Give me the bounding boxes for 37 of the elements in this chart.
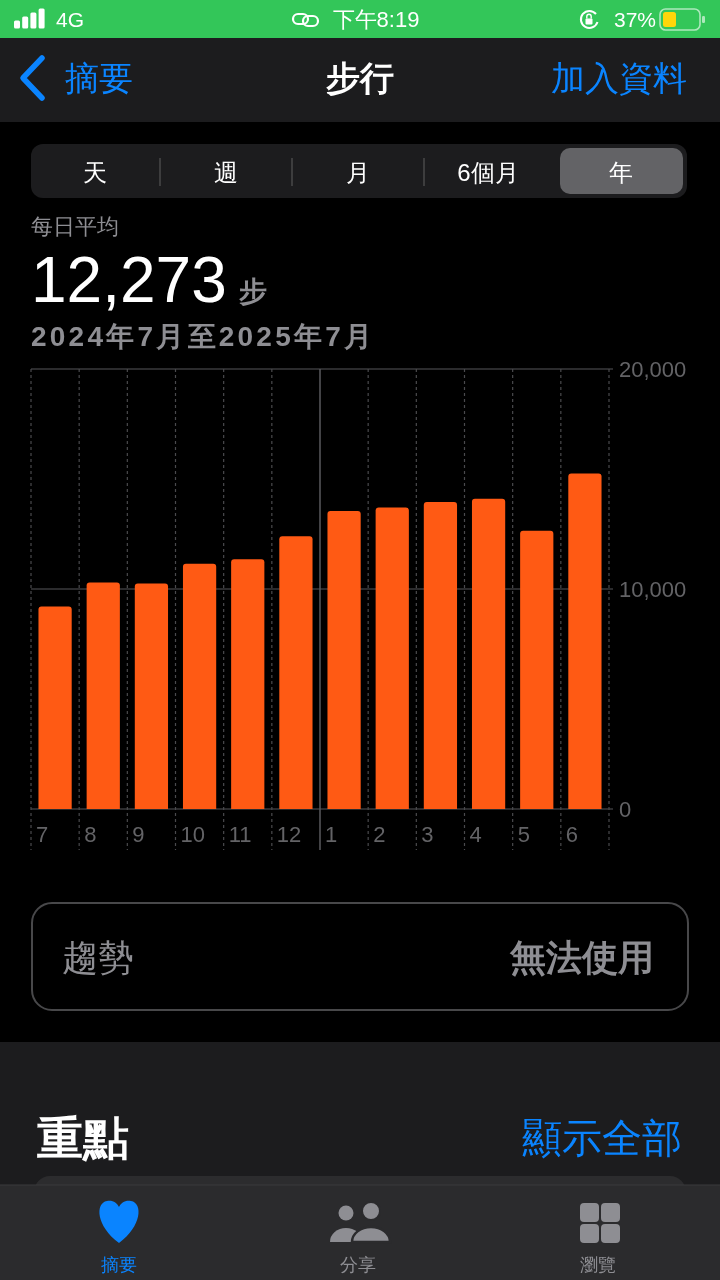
text: 無法使用	[509, 936, 654, 978]
chart-subtitle: 2024年7月至2025年7月	[31, 320, 372, 352]
text: 重點	[37, 1112, 129, 1164]
x-tick-label: 9	[132, 822, 145, 847]
text: 顯示全部	[522, 1116, 682, 1160]
text: 趨勢	[62, 936, 134, 978]
y-tick-label: 20,000	[619, 356, 687, 382]
y-tick-label: 10,000	[619, 576, 687, 602]
x-tick-label: 8	[84, 822, 97, 847]
x-tick-label: 3	[421, 822, 434, 847]
chart-title: 步行	[326, 59, 394, 97]
x-tick-label: 12	[276, 822, 302, 847]
x-tick-label: 7	[36, 822, 49, 847]
text: 37%	[613, 7, 656, 31]
text: 4G	[56, 7, 85, 31]
text: 12,273	[31, 244, 227, 316]
x-tick-label: 2	[373, 822, 386, 847]
text: 瀏覽	[580, 1255, 616, 1275]
x-tick-label: 10	[180, 822, 205, 847]
x-tick-label: 6	[565, 822, 579, 847]
text: 週	[214, 158, 238, 186]
x-tick-label: 11	[228, 822, 252, 847]
y-tick-label: 0	[619, 796, 632, 822]
text: 天	[83, 158, 107, 186]
x-tick-label: 4	[469, 822, 482, 847]
x-tick-label: 1	[325, 822, 338, 847]
text: 加入資料	[551, 59, 687, 97]
text: 年	[609, 158, 633, 186]
text: 分享	[340, 1255, 376, 1275]
text: 步	[238, 276, 267, 307]
text: 月	[346, 158, 370, 186]
text: 下午8:19	[332, 6, 420, 32]
text: 摘要	[101, 1255, 137, 1275]
text: 摘要	[65, 59, 133, 97]
text: 6個月	[457, 158, 519, 186]
text: 每日平均	[31, 213, 119, 239]
x-tick-label: 5	[517, 822, 530, 847]
